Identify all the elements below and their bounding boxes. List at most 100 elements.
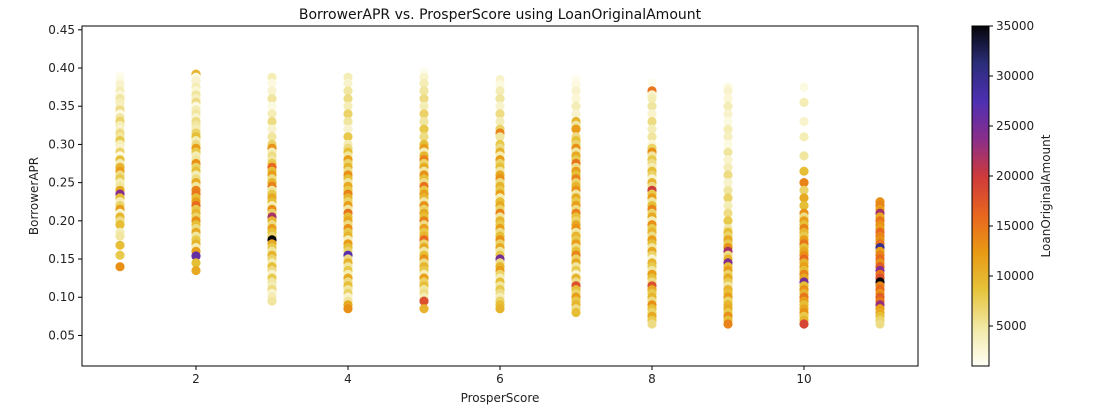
y-tick-label: 0.25 bbox=[48, 176, 75, 190]
data-point bbox=[495, 94, 505, 104]
data-point bbox=[571, 109, 581, 119]
data-point bbox=[723, 94, 733, 104]
data-point bbox=[343, 86, 353, 96]
data-point bbox=[419, 78, 429, 88]
colorbar-tick-label: 20000 bbox=[996, 169, 1034, 183]
data-point bbox=[495, 109, 505, 119]
data-point bbox=[495, 304, 505, 314]
data-point bbox=[419, 116, 429, 127]
data-point bbox=[723, 170, 733, 180]
data-point bbox=[647, 124, 657, 134]
data-point bbox=[343, 78, 353, 88]
data-point bbox=[723, 162, 733, 172]
data-point bbox=[799, 82, 809, 92]
data-point bbox=[799, 319, 809, 329]
data-point bbox=[647, 132, 657, 142]
colorbar-tick-label: 25000 bbox=[996, 119, 1034, 133]
data-point bbox=[191, 251, 201, 261]
data-point bbox=[115, 250, 125, 260]
data-point bbox=[723, 101, 733, 111]
data-point bbox=[419, 124, 429, 134]
data-point bbox=[495, 116, 505, 127]
data-point bbox=[419, 296, 429, 306]
data-point bbox=[723, 132, 733, 142]
data-point bbox=[571, 124, 581, 134]
data-point bbox=[343, 109, 353, 119]
data-point bbox=[571, 307, 581, 318]
colorbar-tick-label: 30000 bbox=[996, 69, 1034, 83]
data-point bbox=[267, 124, 277, 134]
data-point bbox=[647, 109, 657, 119]
data-point bbox=[267, 101, 277, 111]
colorbar-title: LoanOriginalAmount bbox=[1039, 134, 1053, 257]
data-point bbox=[799, 151, 809, 161]
data-point bbox=[343, 304, 353, 314]
data-point bbox=[191, 265, 201, 276]
y-axis-title: BorrowerAPR bbox=[27, 157, 41, 235]
data-point bbox=[419, 94, 429, 104]
data-point bbox=[343, 116, 353, 127]
y-tick-label: 0.35 bbox=[48, 99, 75, 113]
data-point bbox=[723, 109, 733, 119]
data-point bbox=[723, 216, 733, 226]
data-point bbox=[723, 193, 733, 203]
data-point bbox=[799, 166, 809, 176]
colorbar-tick-label: 35000 bbox=[996, 19, 1034, 33]
x-axis-title: ProsperScore bbox=[461, 391, 540, 405]
data-point bbox=[115, 220, 125, 230]
data-point bbox=[723, 155, 733, 165]
data-point bbox=[875, 319, 885, 329]
data-point bbox=[799, 97, 809, 107]
data-point bbox=[723, 185, 733, 195]
x-axis: 2 4 6 8 10 bbox=[192, 366, 812, 386]
data-point bbox=[647, 94, 657, 104]
points-layer bbox=[115, 67, 885, 329]
data-point bbox=[647, 116, 657, 127]
data-point bbox=[723, 147, 733, 157]
data-point bbox=[799, 201, 809, 211]
data-point bbox=[343, 124, 353, 134]
data-point bbox=[571, 86, 581, 96]
data-point bbox=[267, 132, 277, 142]
data-point bbox=[115, 231, 125, 241]
data-point bbox=[723, 319, 733, 329]
x-tick-label: 10 bbox=[796, 372, 811, 386]
data-point bbox=[115, 240, 125, 250]
data-point bbox=[267, 296, 277, 306]
data-point bbox=[267, 94, 277, 104]
data-point bbox=[419, 304, 429, 314]
data-point bbox=[723, 86, 733, 96]
y-tick-label: 0.15 bbox=[48, 252, 75, 266]
data-point bbox=[571, 101, 581, 111]
data-point bbox=[647, 319, 657, 329]
data-point bbox=[723, 139, 733, 149]
data-point bbox=[647, 78, 657, 88]
colorbar-tick-label: 5000 bbox=[996, 319, 1027, 333]
data-point bbox=[571, 94, 581, 104]
data-point bbox=[723, 116, 733, 127]
y-tick-label: 0.40 bbox=[48, 61, 75, 75]
data-point bbox=[267, 116, 277, 127]
data-point bbox=[419, 109, 429, 119]
data-point bbox=[799, 185, 809, 195]
data-point bbox=[419, 86, 429, 96]
colorbar-axis: 5000 10000 15000 20000 25000 30000 35000 bbox=[989, 19, 1034, 333]
data-point bbox=[799, 132, 809, 142]
colorbar bbox=[971, 25, 990, 367]
data-point bbox=[343, 94, 353, 104]
data-point bbox=[115, 262, 125, 272]
y-tick-label: 0.10 bbox=[48, 290, 75, 304]
data-point bbox=[267, 86, 277, 96]
data-point bbox=[799, 178, 809, 188]
data-point bbox=[495, 101, 505, 111]
data-point bbox=[343, 132, 353, 142]
data-point bbox=[723, 124, 733, 134]
data-point bbox=[799, 116, 809, 127]
data-point bbox=[723, 178, 733, 188]
y-tick-label: 0.20 bbox=[48, 214, 75, 228]
data-point bbox=[419, 101, 429, 111]
data-point bbox=[495, 86, 505, 96]
data-point bbox=[647, 101, 657, 111]
data-point bbox=[267, 109, 277, 119]
